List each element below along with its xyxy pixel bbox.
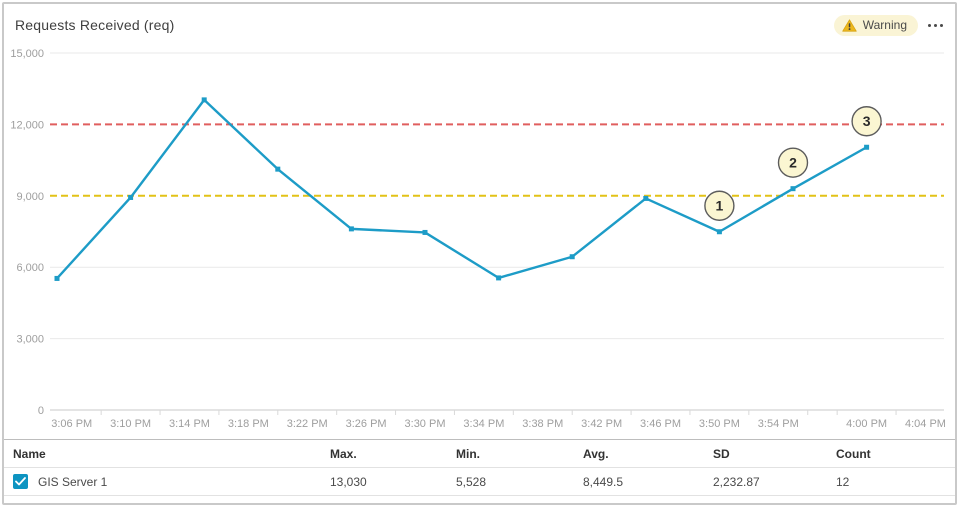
chart-line bbox=[56, 98, 868, 280]
check-icon bbox=[15, 477, 26, 486]
column-header-avg: Avg. bbox=[583, 446, 609, 461]
x-axis-label: 3:38 PM bbox=[522, 418, 563, 430]
y-axis-label: 3,000 bbox=[16, 334, 44, 346]
annotation-number: 2 bbox=[789, 155, 797, 171]
y-axis-label: 9,000 bbox=[16, 191, 44, 203]
column-header-max: Max. bbox=[330, 446, 357, 461]
value-sd: 2,232.87 bbox=[713, 474, 760, 489]
value-max: 13,030 bbox=[330, 474, 367, 489]
column-header-sd: SD bbox=[713, 446, 730, 461]
more-options-button[interactable] bbox=[926, 18, 945, 33]
column-header-name: Name bbox=[13, 446, 46, 461]
data-point-marker bbox=[569, 254, 575, 260]
annotation-marker-2[interactable]: 2 bbox=[777, 147, 809, 178]
data-point-marker bbox=[275, 166, 281, 172]
data-point-marker bbox=[716, 229, 722, 235]
data-point-marker bbox=[790, 186, 796, 192]
series-checkbox[interactable] bbox=[13, 474, 28, 489]
x-axis-label: 4:00 PM bbox=[846, 418, 887, 430]
warning-triangle-icon bbox=[842, 18, 857, 32]
annotation-marker-1[interactable]: 1 bbox=[704, 190, 735, 221]
table-row: GIS Server 1 13,030 5,528 8,449.5 2,232.… bbox=[4, 468, 955, 496]
data-point-marker bbox=[496, 275, 502, 281]
line-chart-svg: 0 3,000 6,000 9,000 12,000 15,000 3:06 PM 3:10 … bbox=[10, 48, 946, 430]
x-axis-label: 3:46 PM bbox=[640, 418, 681, 430]
data-point-marker bbox=[643, 195, 649, 201]
data-point-marker bbox=[422, 229, 428, 235]
x-axis-label: 3:06 PM bbox=[51, 418, 92, 430]
data-point-marker bbox=[864, 144, 870, 150]
card-header: Requests Received (req) Warning bbox=[4, 4, 955, 44]
status-badge-label: Warning bbox=[862, 18, 907, 32]
x-axis-label: 3:10 PM bbox=[110, 418, 151, 430]
x-axis-label: 3:22 PM bbox=[287, 418, 328, 430]
data-point-marker bbox=[201, 97, 207, 103]
x-axis-label: 4:04 PM bbox=[905, 418, 946, 430]
ellipsis-icon bbox=[928, 23, 931, 27]
x-axis-label: 3:42 PM bbox=[581, 418, 622, 430]
x-axis-label: 3:30 PM bbox=[405, 418, 446, 430]
page-title: Requests Received (req) bbox=[15, 17, 175, 33]
x-axis-label: 3:26 PM bbox=[346, 418, 387, 430]
x-axis-label: 3:54 PM bbox=[758, 418, 799, 430]
y-axis-label: 12,000 bbox=[10, 119, 44, 131]
x-axis-label: 3:18 PM bbox=[228, 418, 269, 430]
x-axis-label: 3:50 PM bbox=[699, 418, 740, 430]
data-point-marker bbox=[54, 275, 60, 281]
column-header-min: Min. bbox=[456, 446, 480, 461]
y-axis-label: 15,000 bbox=[10, 48, 44, 60]
value-min: 5,528 bbox=[456, 474, 487, 489]
column-header-count: Count bbox=[836, 446, 871, 461]
series-name: GIS Server 1 bbox=[38, 474, 108, 489]
y-axis-label: 6,000 bbox=[16, 262, 44, 274]
data-point-marker bbox=[348, 226, 354, 232]
stats-table: Name Max. Min. Avg. SD Count GIS Server … bbox=[4, 439, 955, 496]
x-axis-label: 3:34 PM bbox=[463, 418, 504, 430]
x-axis-label: 3:14 PM bbox=[169, 418, 210, 430]
annotation-marker-3[interactable]: 3 bbox=[851, 106, 882, 137]
table-header-row: Name Max. Min. Avg. SD Count bbox=[4, 440, 955, 468]
annotation-number: 3 bbox=[863, 113, 871, 129]
value-count: 12 bbox=[836, 474, 850, 489]
value-avg: 8,449.5 bbox=[583, 474, 624, 489]
y-axis-label: 0 bbox=[38, 405, 44, 417]
requests-chart: 0 3,000 6,000 9,000 12,000 15,000 3:06 PM 3:10 … bbox=[4, 4, 955, 440]
status-badge[interactable]: Warning bbox=[833, 14, 918, 36]
data-point-marker bbox=[128, 194, 134, 200]
annotation-number: 1 bbox=[716, 198, 724, 214]
